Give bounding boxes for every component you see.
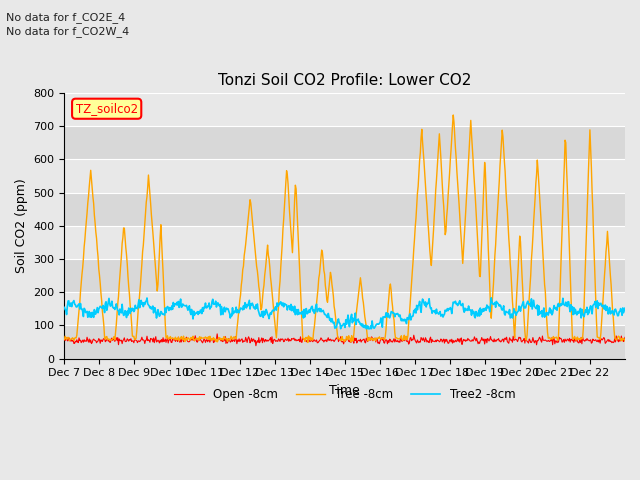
Open -8cm [259,340,266,346]
Line: Open -8cm: Open -8cm [65,334,625,346]
Tree -8cm [278,242,286,248]
Tree2 -8cm [61,304,68,310]
Open -8cm [126,337,134,343]
Tree -8cm [449,112,457,118]
Text: No data for f_CO2E_4: No data for f_CO2E_4 [6,12,125,23]
Y-axis label: Soil CO2 (ppm): Soil CO2 (ppm) [15,179,28,273]
Line: Tree2 -8cm: Tree2 -8cm [65,298,625,329]
Bar [65,226,625,259]
Tree -8cm [229,335,237,341]
Tree -8cm [304,340,312,346]
Bar [65,126,625,159]
Open -8cm [404,338,412,344]
Tree2 -8cm [621,305,629,311]
Title: Tonzi Soil CO2 Profile: Lower CO2: Tonzi Soil CO2 Profile: Lower CO2 [218,72,472,87]
Open -8cm [621,335,629,340]
Tree -8cm [257,307,265,312]
Tree -8cm [126,303,134,309]
Open -8cm [230,337,238,343]
Bar [65,325,625,359]
Tree2 -8cm [257,313,265,319]
Tree2 -8cm [488,295,495,300]
Bar [65,93,625,126]
Line: Tree -8cm: Tree -8cm [65,115,625,343]
Tree -8cm [621,338,629,344]
Tree -8cm [435,141,442,147]
Open -8cm [252,343,260,348]
Tree -8cm [403,336,411,342]
Open -8cm [280,339,287,345]
Tree2 -8cm [229,311,237,317]
Text: No data for f_CO2W_4: No data for f_CO2W_4 [6,26,130,37]
Bar [65,192,625,226]
Open -8cm [213,331,221,337]
X-axis label: Time: Time [330,384,360,397]
Legend: Open -8cm, Tree -8cm, Tree2 -8cm: Open -8cm, Tree -8cm, Tree2 -8cm [170,384,520,406]
Tree2 -8cm [278,303,286,309]
Tree2 -8cm [403,315,411,321]
Open -8cm [435,339,443,345]
Tree2 -8cm [435,311,442,317]
Tree2 -8cm [337,326,344,332]
Open -8cm [61,336,68,342]
Bar [65,259,625,292]
Bar [65,159,625,192]
Text: TZ_soilco2: TZ_soilco2 [76,102,138,115]
Tree -8cm [61,336,68,342]
Tree2 -8cm [126,311,134,316]
Bar [65,292,625,325]
